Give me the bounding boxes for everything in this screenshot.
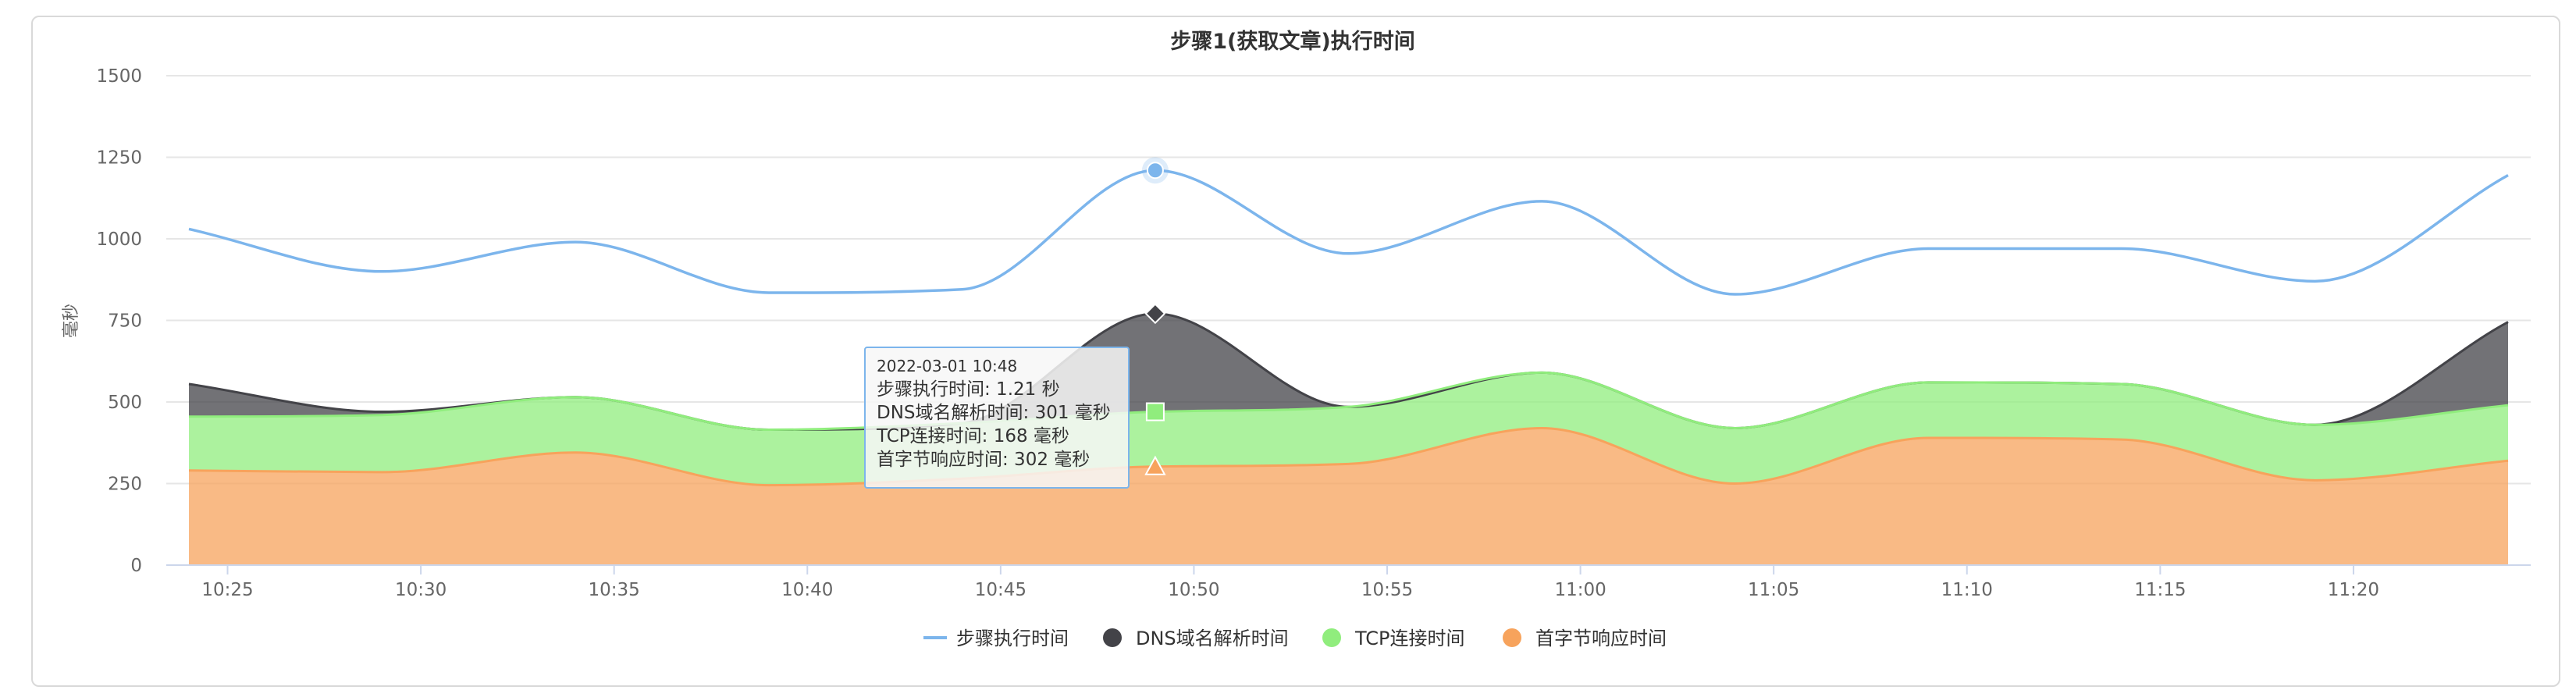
- y-axis: 0 250 500 750 1000 1250 1500: [96, 66, 142, 576]
- legend-dns-symbol: [1103, 628, 1122, 647]
- x-tick-label: 10:25: [201, 580, 253, 600]
- legend-ttfb-symbol: [1503, 628, 1521, 647]
- x-tick-label: 11:20: [2328, 580, 2379, 600]
- marker-step-time: [1146, 162, 1164, 180]
- y-tick-label: 750: [108, 311, 142, 332]
- line-step-time: [188, 169, 2509, 296]
- legend-tcp: TCP连接时间: [1354, 628, 1464, 649]
- tooltip-date: 2022-03-01 10:48: [877, 357, 1018, 375]
- x-tick-label: 11:00: [1554, 580, 1606, 600]
- x-tick-label: 10:40: [781, 580, 833, 600]
- marker-tcp: [1145, 402, 1165, 421]
- marker-dns: [1144, 303, 1166, 325]
- y-tick-label: 250: [108, 475, 142, 495]
- chart-card: [31, 16, 2560, 687]
- tooltip-line-dns: DNS域名解析时间: 301 毫秒: [877, 403, 1111, 423]
- area-tcp: [189, 372, 2508, 485]
- legend-step-time: 步骤执行时间: [956, 628, 1069, 649]
- legend-ttfb: 首字节响应时间: [1535, 628, 1667, 649]
- legend-dns: DNS域名解析时间: [1136, 628, 1289, 649]
- tooltip-line-step: 步骤执行时间: 1.21 秒: [877, 379, 1060, 400]
- x-axis: 10:25 10:30 10:35 10:40 10:45 10:50 10:55 11:00…: [166, 564, 2531, 600]
- tooltip-line-tcp: TCP连接时间: 168 毫秒: [877, 426, 1069, 446]
- tooltip-line-ttfb: 首字节响应时间: 302 毫秒: [877, 450, 1091, 470]
- y-axis-label: 毫秒: [62, 304, 81, 338]
- x-tick-label: 10:50: [1168, 580, 1219, 600]
- x-tick-label: 10:45: [975, 580, 1026, 600]
- marker-ttfb: [1144, 455, 1166, 475]
- x-tick-label: 11:10: [1941, 580, 1993, 600]
- y-tick-label: 0: [130, 556, 142, 576]
- legend: 步骤执行时间 DNS域名解析时间 TCP连接时间 首字节响应时间: [923, 628, 1667, 649]
- area-edge-tcp: [188, 371, 2509, 432]
- x-tick-label: 10:35: [589, 580, 640, 600]
- area-ttfb: [189, 428, 2508, 565]
- area-edge-ttfb: [188, 426, 2509, 487]
- hover-markers: [1141, 157, 1169, 475]
- x-tick-label: 10:30: [395, 580, 447, 600]
- legend-tcp-symbol: [1322, 628, 1341, 647]
- x-tick-label: 11:05: [1748, 580, 1799, 600]
- area-series: [189, 313, 2508, 565]
- y-tick-label: 1250: [96, 148, 142, 169]
- chart-title: 步骤1(获取文章)执行时间: [1170, 29, 1414, 54]
- y-tick-label: 1500: [96, 66, 142, 87]
- x-tick-label: 10:55: [1361, 580, 1413, 600]
- tooltip: 2022-03-01 10:48 步骤执行时间: 1.21 秒 DNS域名解析时…: [864, 347, 1130, 489]
- y-tick-label: 500: [108, 393, 142, 413]
- x-tick-label: 11:15: [2134, 580, 2186, 600]
- y-tick-label: 1000: [96, 229, 142, 250]
- line-series: [188, 169, 2509, 487]
